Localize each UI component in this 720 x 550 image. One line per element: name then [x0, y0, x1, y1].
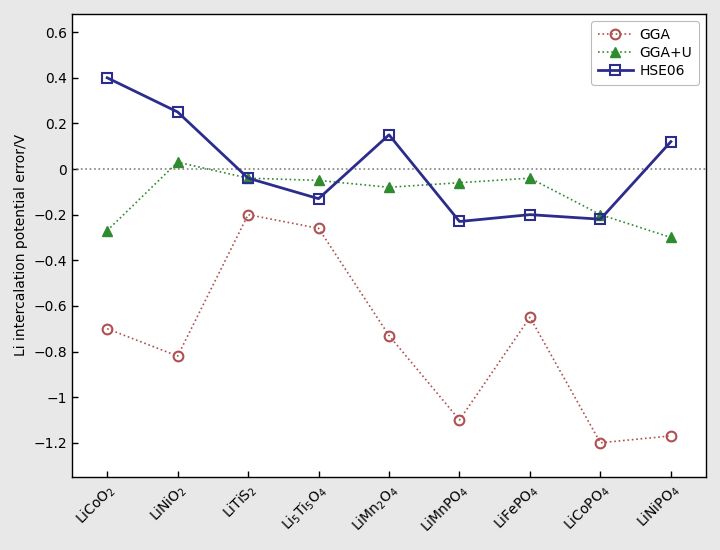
GGA+U — [244, 175, 253, 182]
Legend: GGA, GGA+U, HSE06: GGA, GGA+U, HSE06 — [591, 21, 699, 85]
GGA+U — [314, 177, 323, 184]
HSE06 — [384, 131, 393, 138]
HSE06 — [103, 74, 112, 81]
Line: GGA+U: GGA+U — [102, 157, 676, 243]
HSE06 — [314, 195, 323, 202]
HSE06 — [244, 175, 253, 182]
GGA — [596, 439, 605, 446]
Y-axis label: Li intercalation potential error/V: Li intercalation potential error/V — [14, 134, 28, 356]
HSE06 — [455, 218, 464, 225]
HSE06 — [596, 216, 605, 223]
Line: HSE06: HSE06 — [102, 73, 676, 227]
GGA+U — [384, 184, 393, 190]
HSE06 — [174, 109, 182, 116]
GGA+U — [596, 211, 605, 218]
Line: GGA: GGA — [102, 210, 676, 448]
GGA — [314, 225, 323, 232]
GGA — [244, 211, 253, 218]
GGA+U — [174, 159, 182, 166]
GGA+U — [526, 175, 534, 182]
HSE06 — [667, 139, 675, 145]
GGA — [526, 314, 534, 321]
GGA+U — [667, 234, 675, 241]
GGA — [103, 326, 112, 332]
GGA+U — [455, 179, 464, 186]
HSE06 — [526, 211, 534, 218]
GGA — [384, 332, 393, 339]
GGA — [174, 353, 182, 359]
GGA+U — [103, 227, 112, 234]
GGA — [455, 417, 464, 424]
GGA — [667, 433, 675, 439]
